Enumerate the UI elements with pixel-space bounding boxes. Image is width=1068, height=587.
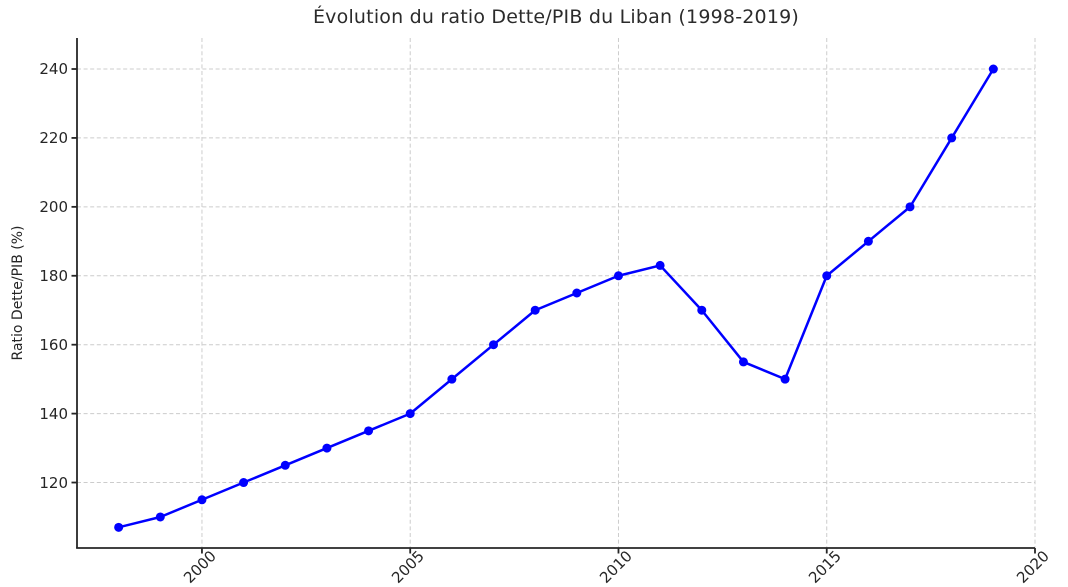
data-point — [322, 443, 332, 453]
data-point — [863, 236, 873, 246]
data-point — [197, 495, 207, 505]
y-tick-label: 200 — [39, 197, 68, 216]
data-line — [117, 67, 995, 529]
data-point — [364, 426, 374, 436]
y-tick-label: 140 — [39, 404, 68, 423]
data-point — [905, 202, 915, 212]
data-point — [405, 409, 415, 419]
y-tick-label: 120 — [39, 473, 68, 492]
data-point — [697, 305, 707, 315]
data-point — [988, 64, 998, 74]
data-point — [780, 374, 790, 384]
y-tick-label: 180 — [39, 266, 68, 285]
y-tick-label: 220 — [39, 128, 68, 147]
data-point — [947, 133, 957, 143]
data-point — [738, 357, 748, 367]
data-point — [572, 288, 582, 298]
y-tick-label: 160 — [39, 335, 68, 354]
data-point — [155, 512, 165, 522]
data-point — [239, 478, 249, 488]
data-point — [655, 260, 665, 270]
data-point — [447, 374, 457, 384]
data-point — [489, 340, 499, 350]
data-point — [613, 271, 623, 281]
data-point — [530, 305, 540, 315]
y-tick-label: 240 — [39, 60, 68, 78]
data-point — [114, 522, 124, 532]
data-point — [822, 271, 832, 281]
data-point — [280, 460, 290, 470]
chart-title: Évolution du ratio Dette/PIB du Liban (1… — [312, 6, 800, 28]
